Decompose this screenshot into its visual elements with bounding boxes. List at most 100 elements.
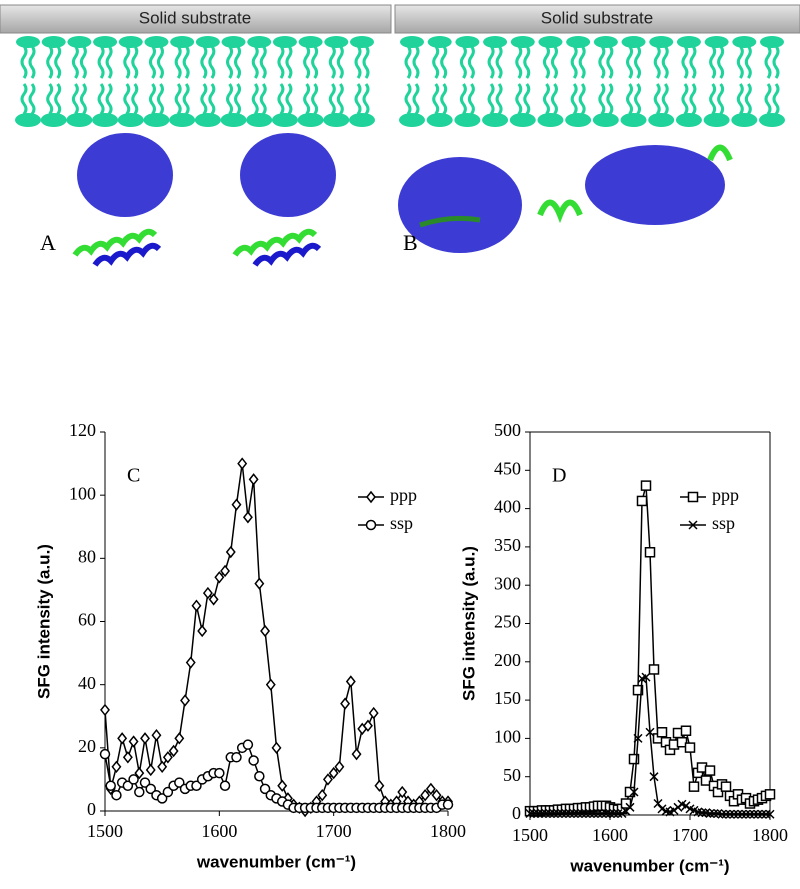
lipid-head [400, 36, 424, 48]
lipid-head [566, 36, 591, 48]
lipid-head [349, 113, 375, 127]
marker [561, 808, 571, 818]
lipid-tail [20, 83, 28, 115]
x-tick-label: 1800 [752, 825, 788, 845]
lipid-head [170, 36, 195, 48]
lipid-tail [550, 83, 558, 115]
y-tick-label: 80 [78, 546, 96, 566]
lipid-tail [523, 45, 531, 79]
lipid-tail [487, 83, 495, 115]
lipid-tail [542, 83, 550, 115]
lipid-head [169, 113, 196, 127]
lipid-head [93, 36, 118, 48]
x-tick-label: 1600 [201, 821, 237, 841]
marker [425, 782, 436, 796]
marker [680, 725, 692, 736]
lipid-tail [634, 45, 642, 79]
lipid-head [67, 36, 92, 48]
marker [271, 741, 282, 755]
lipid-tail [495, 83, 503, 115]
lipid-tail [523, 83, 531, 115]
lipid-tail [328, 83, 336, 115]
marker [100, 703, 110, 717]
marker [151, 728, 162, 742]
marker [431, 789, 442, 802]
marker [259, 783, 271, 795]
lipid-head [510, 36, 535, 48]
panel-label: A [40, 230, 56, 255]
marker [737, 809, 747, 819]
marker [191, 780, 202, 791]
lipid-tail [182, 83, 190, 115]
lipid-head [732, 36, 757, 48]
marker [721, 809, 731, 819]
marker [697, 808, 707, 818]
marker [122, 780, 134, 791]
lipid-tail [764, 83, 772, 115]
lipid-tail [459, 45, 467, 79]
lipid-tail [653, 45, 661, 79]
lipid-tail [28, 83, 36, 115]
lipid-tail [404, 83, 412, 115]
lipid-head [297, 113, 324, 127]
lipid-tail [440, 45, 448, 79]
legend-marker [365, 519, 377, 531]
marker [145, 783, 156, 795]
lipid-tail [303, 83, 311, 115]
x-tick-label: 1600 [592, 825, 628, 845]
lipid-tail [550, 45, 558, 79]
lipid-head [675, 113, 702, 127]
panel-label: C [127, 465, 140, 487]
marker [753, 809, 763, 819]
marker [684, 742, 696, 753]
x-axis-title: wavenumber (cm⁻¹) [569, 856, 729, 875]
lipid-tail [515, 83, 523, 115]
lipid-head [272, 36, 297, 48]
lipid-head [676, 36, 701, 48]
marker [733, 809, 743, 819]
lipid-head [246, 113, 273, 127]
lipid-head [221, 36, 246, 48]
marker [219, 780, 231, 791]
lipid-head [195, 36, 220, 48]
series-line [530, 485, 771, 812]
lipid-tail [661, 45, 669, 79]
marker [625, 802, 635, 812]
lipid-tail [432, 83, 440, 115]
marker [248, 755, 259, 766]
marker [704, 765, 716, 776]
marker [122, 751, 133, 764]
marker [340, 697, 351, 710]
marker [688, 781, 700, 792]
marker [656, 727, 668, 738]
marker [197, 624, 208, 638]
lipid-head [399, 113, 425, 127]
lipid-tail [681, 83, 689, 115]
marker [157, 760, 168, 773]
lipid-tail [208, 83, 216, 115]
lipid-tail [46, 45, 54, 79]
lipid-tail [634, 83, 642, 115]
lipid-tail [336, 83, 344, 115]
marker [345, 675, 356, 688]
marker [111, 760, 122, 773]
legend-marker [366, 490, 376, 504]
marker [757, 809, 767, 819]
lipid-head [760, 36, 784, 48]
lipid-tail [681, 45, 689, 79]
marker [585, 808, 595, 818]
lipid-tail [709, 45, 717, 79]
marker [577, 808, 587, 818]
lipid-tail [131, 45, 139, 79]
lipid-head [298, 36, 323, 48]
legend-label: ppp [390, 485, 417, 505]
y-tick-label: 60 [78, 610, 96, 630]
marker [761, 809, 771, 819]
y-tick-label: 150 [494, 688, 521, 708]
marker [709, 808, 719, 818]
marker [565, 808, 575, 818]
marker [202, 586, 213, 600]
marker [220, 564, 231, 578]
